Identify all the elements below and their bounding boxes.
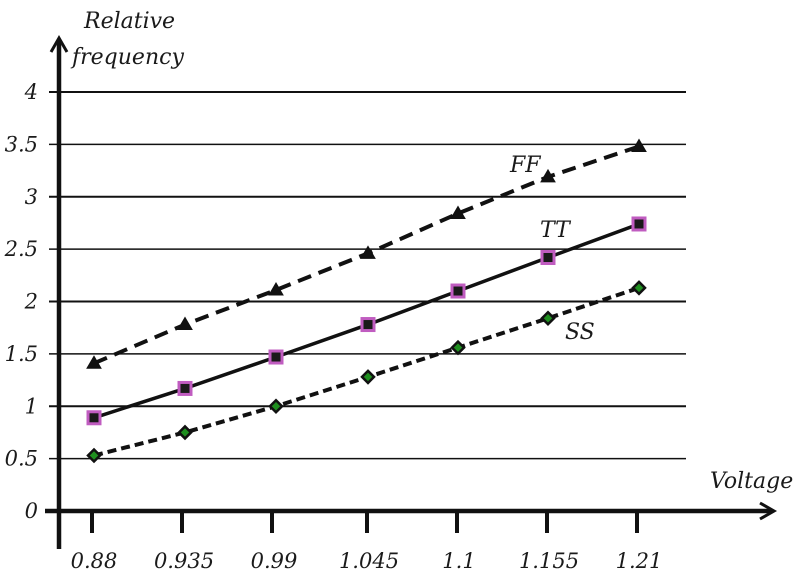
square-marker-icon bbox=[177, 380, 193, 396]
x-tick-label: 0.88 bbox=[71, 549, 118, 573]
diamond-marker-icon bbox=[268, 398, 284, 415]
series-label-ss: SS bbox=[565, 320, 595, 345]
axes bbox=[45, 34, 778, 549]
y-tick-label: 1.5 bbox=[5, 342, 38, 366]
series-ff bbox=[86, 138, 647, 369]
diamond-marker-icon bbox=[86, 447, 102, 464]
triangle-marker-icon bbox=[268, 281, 284, 296]
diamond-marker-icon bbox=[631, 280, 647, 296]
diamond-marker-icon bbox=[450, 339, 466, 356]
square-marker-icon bbox=[631, 216, 647, 232]
gridlines bbox=[49, 91, 686, 460]
triangle-marker-icon bbox=[631, 138, 647, 152]
square-marker-icon bbox=[86, 410, 102, 426]
triangle-marker-icon bbox=[86, 355, 102, 369]
x-tick-label: 0.99 bbox=[251, 549, 298, 573]
series-label-ff: FF bbox=[509, 153, 541, 178]
triangle-marker-icon bbox=[360, 245, 376, 259]
x-tick-label: 0.935 bbox=[154, 549, 214, 573]
series-ss bbox=[86, 280, 647, 464]
y-tick-label: 2.5 bbox=[4, 237, 38, 261]
triangle-marker-icon bbox=[177, 316, 193, 331]
y-tick-label: 1 bbox=[25, 394, 38, 418]
x-tick-label: 1.21 bbox=[616, 549, 663, 573]
y-axis-title-line1: Relative bbox=[83, 9, 175, 34]
square-marker-icon bbox=[360, 317, 376, 333]
y-axis-arrow-icon bbox=[49, 34, 69, 53]
series-labels: FF TT SS bbox=[509, 153, 595, 345]
y-tick-label: 0.5 bbox=[5, 447, 38, 471]
y-tick-label: 4 bbox=[24, 80, 38, 104]
y-tick-label: 0 bbox=[25, 499, 38, 523]
triangle-marker-icon bbox=[450, 205, 466, 220]
square-marker-icon bbox=[450, 283, 466, 299]
y-tick-label: 2 bbox=[24, 290, 38, 314]
series-label-tt: TT bbox=[540, 218, 572, 243]
x-tick-label: 1.045 bbox=[339, 549, 399, 573]
series-tt bbox=[86, 216, 647, 426]
square-marker-icon bbox=[540, 250, 556, 266]
y-tick-labels: 0 0.5 1 1.5 2 2.5 3 3.5 4 bbox=[4, 80, 38, 523]
diamond-marker-icon bbox=[177, 424, 193, 441]
x-axis-arrow-icon bbox=[759, 501, 778, 521]
x-tick-label: 1.1 bbox=[442, 549, 475, 573]
y-tick-label: 3.5 bbox=[5, 132, 38, 156]
diamond-marker-icon bbox=[360, 369, 376, 385]
x-axis-title: Voltage bbox=[710, 469, 793, 494]
axis-titles: Relative frequency Voltage bbox=[70, 9, 793, 494]
y-axis-title-line2: frequency bbox=[70, 45, 184, 70]
triangle-marker-icon bbox=[540, 168, 556, 183]
series-group bbox=[86, 138, 647, 464]
y-tick-label: 3 bbox=[25, 185, 38, 209]
square-marker-icon bbox=[268, 349, 284, 365]
x-tick-label: 1.155 bbox=[519, 549, 579, 573]
diamond-marker-icon bbox=[540, 310, 556, 327]
x-tick-labels: 0.88 0.935 0.99 1.045 1.1 1.155 1.21 bbox=[71, 511, 663, 573]
